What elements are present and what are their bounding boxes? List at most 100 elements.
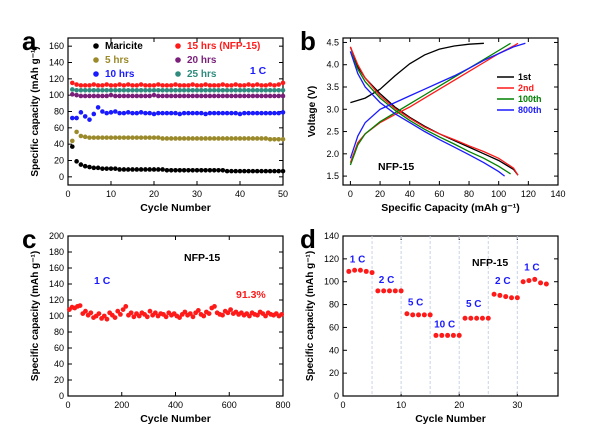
series-maricite [70,144,286,174]
data-point [233,136,238,141]
y-tick-label: 40 [329,345,339,355]
data-point [237,93,243,99]
data-point [74,92,79,98]
data-point [224,93,230,99]
data-point [280,136,286,142]
data-point [225,310,231,316]
y-tick-label: 4.0 [326,60,339,70]
data-point [276,136,282,142]
data-point [242,93,247,99]
data-point [433,332,439,338]
data-point [96,311,102,316]
data-point [104,87,109,93]
data-point [203,168,208,173]
data-point [104,82,109,87]
data-point [220,136,226,141]
data-point [147,308,153,314]
y-tick-label: 120 [49,295,64,305]
x-tick-label: 140 [550,189,565,199]
data-point [263,110,269,116]
x-tick-label: 10 [106,189,116,199]
data-point [381,288,387,294]
rate-label: 10 C [434,319,455,330]
plot-frame [342,37,559,186]
y-tick-label: 100 [49,311,64,321]
y-tick-label: 160 [49,41,64,51]
data-point [242,83,247,88]
data-point [101,313,107,319]
data-point [181,168,187,173]
data-point [70,92,75,97]
data-point [233,110,238,116]
data-point [216,110,221,116]
data-point [164,83,170,88]
data-point [187,311,193,316]
data-point [263,313,268,319]
data-point [267,87,273,93]
data-point [104,93,109,99]
data-point [138,87,144,93]
data-point [199,93,204,99]
y-tick-label: 20 [54,156,64,166]
y-tick-label: 200 [49,231,64,241]
y-tick-label: 3.0 [326,104,339,114]
data-point [186,110,191,116]
data-point [91,111,97,117]
data-point [190,87,195,93]
data-point [280,93,286,99]
data-point [416,312,422,318]
data-point [250,136,256,141]
data-point [182,309,188,315]
data-point [526,278,532,284]
data-point [263,87,269,93]
data-point [250,83,256,88]
data-point [520,279,526,285]
data-point [276,87,282,93]
data-point [468,315,474,321]
data-point [229,93,234,99]
data-point [220,82,226,87]
data-point [164,168,170,173]
data-point [203,136,208,141]
data-point [237,83,243,88]
x-tick-label: 0 [340,400,345,410]
data-point [237,87,243,93]
data-point [83,308,88,314]
y-tick-label: 160 [49,263,64,273]
data-point [113,83,118,88]
data-point [100,109,105,114]
data-point [404,311,410,317]
y-tick-label: 40 [54,359,64,369]
data-point [173,168,178,173]
data-point [207,168,213,173]
data-point [160,87,165,93]
data-point [117,82,122,87]
data-point [220,87,226,93]
data-point [207,83,213,88]
x-axis-label: Specific Capacity (mAh g⁻¹) [381,202,520,214]
data-point [151,87,157,93]
data-point [134,93,140,99]
y-tick-label: 1.5 [326,171,339,181]
legend-marker [175,43,181,49]
data-point [216,168,221,173]
panel-a-legend: Maricite 5 hrs 10 hrs 15 hrs (NFP-15) 20 hrs… [93,41,267,80]
data-point [280,110,286,115]
data-point [95,105,101,110]
x-tick-label: 0 [65,400,70,410]
data-point [276,93,282,99]
data-point [173,82,178,87]
data-point [95,87,101,93]
data-point [194,87,200,93]
sample-annotation: NFP-15 [378,161,414,173]
data-point [254,87,260,93]
data-point [456,332,462,338]
data-point [280,168,286,174]
y-tick-label: 80 [329,300,339,310]
data-point [177,315,182,320]
data-point [276,168,282,174]
y-tick-label: 80 [54,107,64,117]
data-point [259,168,264,174]
data-point [190,314,196,320]
data-point [147,87,152,93]
